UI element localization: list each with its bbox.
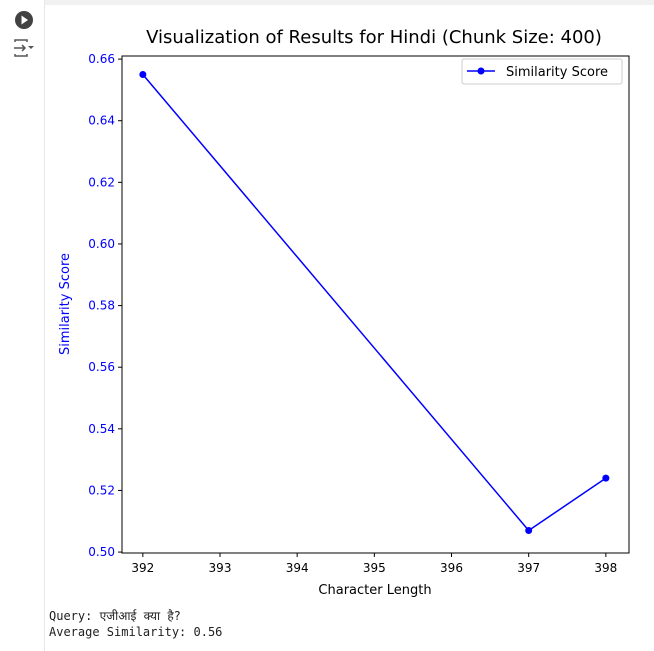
x-tick-label: 393	[209, 561, 232, 575]
y-tick-label: 0.50	[88, 545, 115, 559]
y-tick-label: 0.56	[88, 360, 115, 374]
cell-top-border	[0, 0, 654, 5]
data-point	[525, 527, 533, 535]
y-tick-label: 0.66	[88, 52, 115, 66]
x-tick-label: 395	[363, 561, 386, 575]
x-tick-label: 392	[131, 561, 154, 575]
y-tick-label: 0.62	[88, 175, 115, 189]
average-similarity-output: Average Similarity: 0.56	[49, 625, 223, 639]
legend-label: Similarity Score	[506, 65, 608, 80]
output-toggle-icon[interactable]	[13, 39, 37, 57]
data-point	[139, 70, 147, 78]
data-point	[602, 474, 610, 482]
play-circle-icon[interactable]	[14, 10, 34, 30]
cell-gutter	[0, 0, 45, 651]
y-axis-label: Similarity Score	[58, 253, 73, 355]
y-tick-label: 0.64	[88, 114, 115, 128]
y-tick-label: 0.54	[88, 422, 115, 436]
plot-frame	[121, 55, 630, 554]
x-tick-label: 398	[594, 561, 617, 575]
y-tick-label: 0.60	[88, 237, 115, 251]
y-tick-label: 0.58	[88, 299, 115, 313]
x-tick-label: 396	[440, 561, 463, 575]
line-chart: Visualization of Results for Hindi (Chun…	[58, 27, 630, 598]
query-output: Query: एजीआई क्या है?	[49, 609, 181, 623]
x-axis-label: Character Length	[318, 583, 431, 598]
y-tick-label: 0.52	[88, 483, 115, 497]
legend-marker	[477, 67, 485, 75]
legend: Similarity Score	[461, 58, 623, 85]
chart-title: Visualization of Results for Hindi (Chun…	[146, 27, 602, 48]
series-line	[142, 74, 607, 532]
x-tick-label: 397	[517, 561, 540, 575]
x-tick-label: 394	[286, 561, 309, 575]
